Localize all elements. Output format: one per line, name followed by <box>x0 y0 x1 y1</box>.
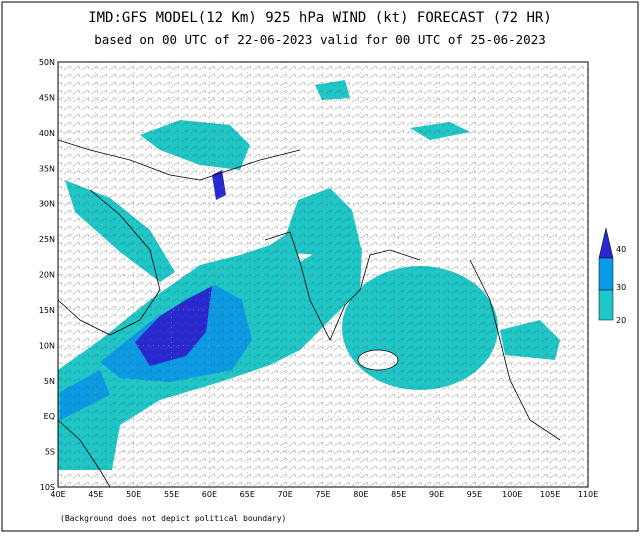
legend-label: 20 <box>616 316 626 325</box>
lon-label: 45E <box>88 490 103 499</box>
lat-label: 30N <box>39 200 55 209</box>
subtitle: based on 00 UTC of 22-06-2023 valid for … <box>94 32 546 47</box>
lon-label: 110E <box>578 490 598 499</box>
lat-label: 35N <box>39 164 55 173</box>
legend-label: 30 <box>616 283 626 292</box>
lon-label: 95E <box>467 490 482 499</box>
lon-label: 85E <box>391 490 406 499</box>
lon-label: 100E <box>502 490 522 499</box>
lat-label: 50N <box>39 58 55 67</box>
lat-label: 10N <box>39 341 55 350</box>
lat-label: 10S <box>40 483 55 492</box>
lon-label: 80E <box>353 490 368 499</box>
lon-label: 50E <box>126 490 141 499</box>
footnote: (Background does not depict political bo… <box>60 514 286 523</box>
legend-label: 40 <box>616 245 626 254</box>
lat-label: 20N <box>39 271 55 280</box>
lat-label: 45N <box>39 93 55 102</box>
map-border <box>57 61 589 488</box>
lat-label: 25N <box>39 235 55 244</box>
map <box>58 62 588 487</box>
tick-labels: 40E 45E 50E 55E 60E 65E 70E 75E 80E 85E 90E 95E 100E… <box>39 58 598 499</box>
lon-label: 70E <box>278 490 293 499</box>
lat-label: 5S <box>45 448 55 457</box>
title: IMD:GFS MODEL(12 Km) 925 hPa WIND (kt) F… <box>88 10 552 26</box>
lon-label: 40E <box>50 490 65 499</box>
lon-label: 60E <box>202 490 217 499</box>
lon-label: 65E <box>240 490 255 499</box>
lat-label: EQ <box>44 412 55 421</box>
lat-label: 15N <box>39 306 55 315</box>
lat-label: 40N <box>39 129 55 138</box>
coastlines <box>58 139 561 487</box>
legend: 40 30 20 <box>598 227 626 325</box>
lat-label: 5N <box>44 377 55 386</box>
lon-label: 90E <box>429 490 444 499</box>
lon-label: 75E <box>315 490 330 499</box>
graticule <box>58 62 588 487</box>
lon-label: 105E <box>540 490 560 499</box>
lon-label: 55E <box>164 490 179 499</box>
